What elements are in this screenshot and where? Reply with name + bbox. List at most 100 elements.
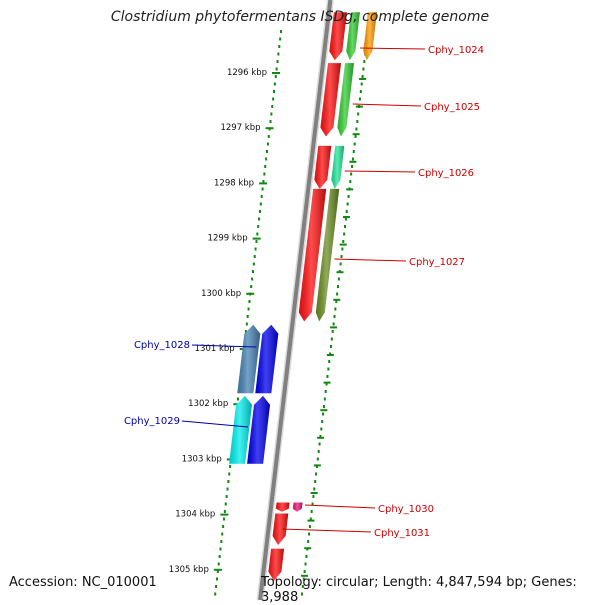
ruler-tick-label: 1300 kbp (201, 289, 241, 299)
ruler-dot (251, 277, 254, 281)
ruler-dot (227, 480, 230, 483)
label-leader-line (334, 258, 407, 262)
ruler-dot (275, 67, 278, 71)
gene-shading (320, 63, 341, 137)
track-dot (325, 382, 328, 386)
track-dot (357, 112, 360, 116)
ruler-dot (273, 82, 276, 86)
track-dot (324, 390, 327, 393)
ruler-dot (226, 487, 229, 491)
ruler-dot (271, 105, 274, 108)
ruler-dot (247, 307, 250, 311)
gene-shading (337, 63, 354, 137)
ruler-dot (257, 225, 260, 228)
track-dot (309, 517, 312, 521)
gene-Cphy_1030[interactable] (275, 502, 303, 512)
track-dot (351, 165, 354, 168)
gene-Cphy_1028[interactable] (237, 324, 279, 394)
track-dot (312, 495, 315, 498)
gene-shading (247, 395, 270, 464)
track-dot (334, 307, 337, 311)
track-dot (331, 330, 334, 333)
gene-shading (237, 324, 261, 394)
gene-Cphy_1027[interactable] (298, 188, 340, 322)
track-dot (304, 562, 307, 566)
gene-label-Cphy_1025[interactable]: Cphy_1025 (424, 102, 480, 113)
track-dot (322, 412, 325, 416)
gene-Cphy_1029[interactable] (229, 395, 270, 464)
track-dot (335, 300, 338, 303)
gene-label-Cphy_1026[interactable]: Cphy_1026 (418, 168, 474, 179)
label-leader-line (304, 504, 376, 509)
track-dot (356, 120, 359, 123)
track-dot (323, 397, 326, 401)
ruler-dot (244, 330, 247, 333)
ruler-dot (237, 397, 240, 401)
gene-shading (315, 188, 340, 322)
ruler-tick-label: 1303 kbp (182, 454, 222, 464)
track-dot (351, 157, 354, 161)
ruler-dot (258, 217, 261, 221)
gene-label-Cphy_1028[interactable]: Cphy_1028 (134, 340, 190, 351)
ruler-tick-label: 1298 kbp (214, 178, 254, 188)
gene-Cphy_1024[interactable] (329, 12, 377, 61)
ruler-dot (224, 502, 227, 506)
ruler-dot (216, 570, 219, 573)
track-dot (342, 240, 345, 243)
gene-label-Cphy_1024[interactable]: Cphy_1024 (428, 45, 484, 56)
gene-Cphy_1026[interactable] (314, 145, 345, 189)
track-dot (361, 75, 364, 78)
ruler-dot (251, 270, 254, 273)
ruler-dot (264, 165, 267, 168)
track-dot (301, 585, 304, 588)
track-dot (320, 427, 323, 431)
gene-Cphy_1025[interactable] (320, 63, 354, 137)
track-dot (352, 150, 355, 153)
ruler-dot (222, 517, 225, 521)
accession-text: Accession: NC_010001 (9, 575, 157, 590)
ruler-dot (250, 285, 253, 288)
ruler-dot (245, 322, 248, 326)
gene-label-Cphy_1029[interactable]: Cphy_1029 (124, 416, 180, 427)
gene-Cphy_1032[interactable] (268, 548, 285, 581)
label-leader-line (352, 103, 422, 107)
genome-title: Clostridium phytofermentans ISDg, comple… (110, 9, 490, 25)
label-leader-line (191, 344, 257, 348)
ruler-dot (215, 585, 218, 588)
gene-label-Cphy_1031[interactable]: Cphy_1031 (374, 528, 430, 539)
track-dot (341, 247, 344, 251)
genome-backbone (258, 0, 333, 600)
ruler-tick-label: 1304 kbp (175, 510, 215, 520)
track-dot (301, 592, 304, 596)
track-dot (328, 360, 331, 363)
track-dot (317, 450, 320, 453)
track-dot (346, 202, 349, 206)
track-dot (344, 225, 347, 228)
ruler-dot (223, 510, 226, 513)
ruler-tick-label: 1305 kbp (169, 565, 209, 575)
track-dot (313, 487, 316, 491)
track-dot (303, 570, 306, 573)
track-dot (319, 435, 322, 438)
track-dot (316, 457, 319, 461)
ruler-dot (222, 525, 225, 528)
ruler-dot (248, 300, 251, 303)
ruler-dot (276, 60, 279, 63)
ruler-dot (220, 540, 223, 543)
gene-shading (272, 513, 289, 545)
track-dot (360, 82, 363, 86)
gene-label-Cphy_1030[interactable]: Cphy_1030 (378, 504, 434, 515)
gene-shading (229, 395, 252, 464)
track-dot (308, 532, 311, 536)
ruler-dot (253, 255, 256, 258)
ruler-dot (279, 37, 282, 41)
ruler-dot (225, 495, 228, 498)
gene-label-Cphy_1027[interactable]: Cphy_1027 (409, 257, 465, 268)
track-dot (354, 135, 357, 138)
track-dot (327, 367, 330, 371)
track-dot (337, 277, 340, 281)
gene-Cphy_1031[interactable] (272, 513, 289, 546)
track-dot (326, 375, 329, 378)
track-dot (345, 210, 348, 213)
track-dot (355, 127, 358, 131)
